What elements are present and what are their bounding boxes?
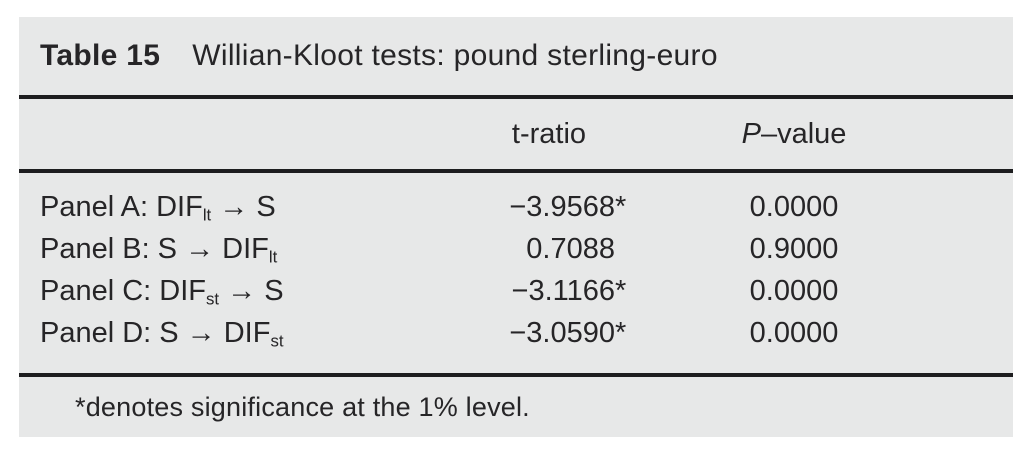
table-panel: Table 15 Willian-Kloot tests: pound ster… [19, 17, 1013, 437]
p-value: 0.0000 [749, 317, 839, 349]
row-label: Panel B: S → DIFlt [19, 228, 459, 270]
row-label-subscript: st [206, 289, 220, 309]
footnote: *denotes significance at the 1% level. [19, 377, 1013, 437]
header-rule [19, 169, 1013, 173]
p-italic: P [741, 117, 761, 150]
top-rule [19, 95, 1013, 99]
p-rest: –value [760, 117, 847, 150]
row-label-suffix: → S [219, 275, 284, 307]
footnote-text: *denotes significance at the 1% level. [75, 391, 530, 422]
column-header-t-ratio: t-ratio [511, 117, 587, 150]
row-label-subscript: lt [268, 247, 278, 267]
t-ratio-value: −3.9568* [509, 191, 627, 223]
table-row: Panel D: S → DIFst −3.0590* 0.0000 [19, 312, 1013, 354]
t-ratio-value: 0.7088 [459, 228, 639, 270]
p-value: 0.0000 [749, 191, 839, 223]
table-body: Panel A: DIFlt → S −3.9568* 0.0000 Panel… [19, 186, 1013, 354]
row-label-prefix: Panel B: S → DIF [40, 233, 269, 265]
table-title: Willian-Kloot tests: pound sterling-euro [192, 39, 718, 72]
t-ratio-number: 0.7088 [526, 233, 615, 265]
row-label-subscript: lt [202, 205, 212, 225]
t-ratio-number: −3.0590 [509, 317, 615, 349]
table-row: Panel B: S → DIFlt 0.7088 0.9000 [19, 228, 1013, 270]
table-header-row: t-ratio P–value [19, 99, 1013, 169]
row-label-prefix: Panel A: DIF [40, 191, 203, 223]
row-label-prefix: Panel D: S → DIF [40, 317, 271, 349]
table-caption: Table 15 Willian-Kloot tests: pound ster… [19, 17, 1013, 95]
column-header-p-value: P–value [639, 118, 949, 151]
row-label-prefix: Panel C: DIF [40, 275, 206, 307]
row-label: Panel A: DIFlt → S [19, 186, 459, 228]
row-label: Panel C: DIFst → S [19, 270, 459, 312]
bottom-rule [19, 373, 1013, 377]
row-label: Panel D: S → DIFst [19, 312, 459, 354]
t-ratio-number: −3.9568 [509, 191, 615, 223]
t-ratio-number: −3.1166 [511, 275, 615, 307]
p-value: 0.9000 [749, 233, 839, 265]
row-label-subscript: st [270, 331, 284, 351]
row-label-suffix: → S [211, 191, 276, 223]
t-ratio-value: −3.0590* [509, 317, 627, 349]
p-value: 0.0000 [749, 275, 839, 307]
t-ratio-value: −3.1166* [511, 275, 627, 307]
table-row: Panel C: DIFst → S −3.1166* 0.0000 [19, 270, 1013, 312]
table-number: Table 15 [40, 39, 161, 72]
table-row: Panel A: DIFlt → S −3.9568* 0.0000 [19, 186, 1013, 228]
